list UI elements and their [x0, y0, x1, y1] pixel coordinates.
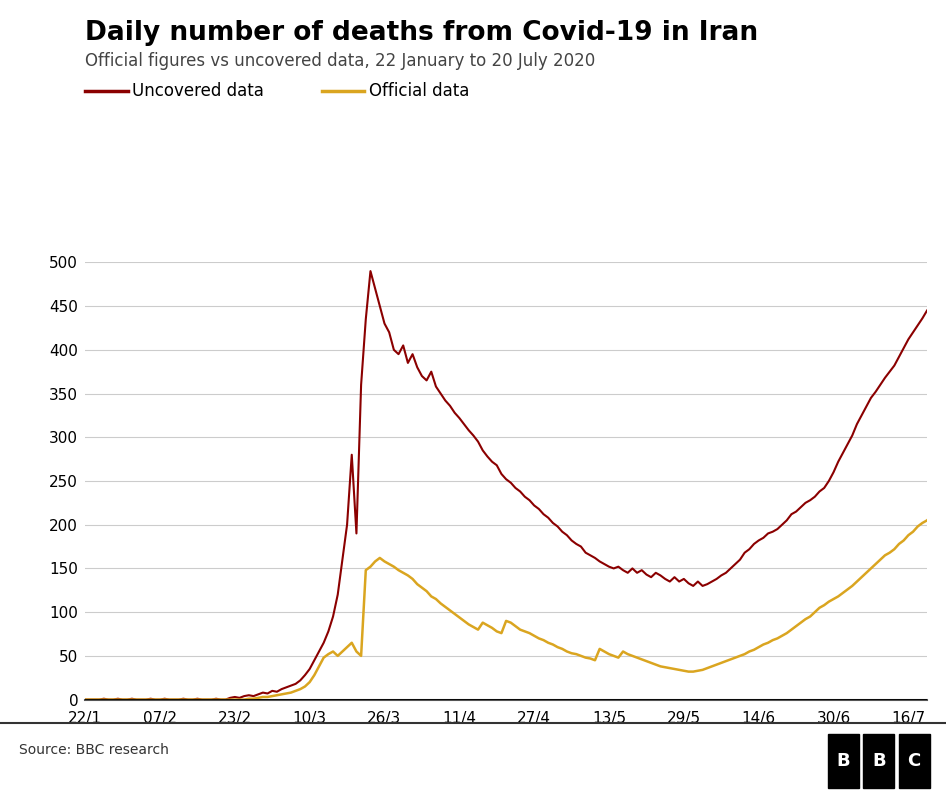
Text: Official data: Official data [369, 83, 469, 100]
Text: B: B [836, 752, 850, 770]
Text: Uncovered data: Uncovered data [132, 83, 264, 100]
Text: Daily number of deaths from Covid-19 in Iran: Daily number of deaths from Covid-19 in … [85, 20, 759, 46]
Bar [828, 735, 859, 788]
Bar [863, 735, 894, 788]
Text: Source: BBC research: Source: BBC research [19, 743, 168, 758]
Text: Official figures vs uncovered data, 22 January to 20 July 2020: Official figures vs uncovered data, 22 J… [85, 52, 595, 70]
Text: C: C [907, 752, 920, 770]
Text: B: B [872, 752, 885, 770]
Bar [899, 735, 930, 788]
